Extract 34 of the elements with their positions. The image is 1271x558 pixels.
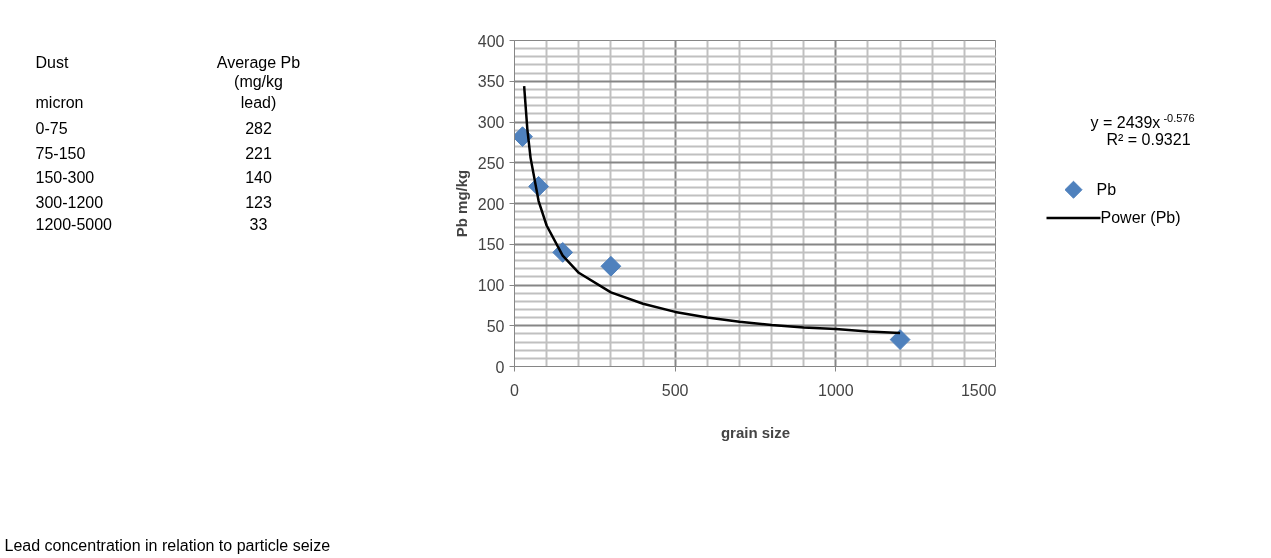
x-tick-label: 1000 [818,381,854,399]
text: 33 [249,215,268,233]
text: 0-75 [35,120,68,138]
y-tick-label: 100 [477,277,505,294]
y-tick-label: 300 [477,114,505,131]
text: 75-150 [35,145,86,163]
text: 123 [245,194,272,212]
text: micron [35,94,84,112]
y-tick-label: 350 [477,73,505,91]
y-tick-label: 0 [495,358,505,376]
text: Lead concentration in relation to particle seize [4,537,331,554]
text: (mg/kg [234,73,283,91]
y-axis-title: Pb mg/kg [452,169,470,238]
x-tick-label: 500 [661,381,689,399]
text: Dust [35,53,69,71]
text: 150-300 [35,169,95,187]
text: 140 [245,169,272,187]
x-tick-label: 0 [510,381,520,399]
text: 221 [245,145,272,163]
x-tick-label: 1500 [960,381,997,399]
x-axis-title: grain size [720,423,791,441]
text: 300-1200 [35,194,104,212]
text: 282 [245,120,272,138]
y-tick-label: 250 [477,154,505,172]
y-tick-label: 50 [486,317,505,335]
legend-label: Pb [1096,181,1117,199]
y-tick-label: 150 [477,236,505,254]
y-tick-label: 400 [477,32,505,50]
legend-label: Power (Pb) [1100,209,1181,227]
y-tick-label: 200 [477,195,505,213]
text: 1200-5000 [35,215,113,233]
text: Average Pb [216,53,301,71]
text: lead) [240,94,277,112]
text: R² = 0.9321 [1106,131,1191,149]
